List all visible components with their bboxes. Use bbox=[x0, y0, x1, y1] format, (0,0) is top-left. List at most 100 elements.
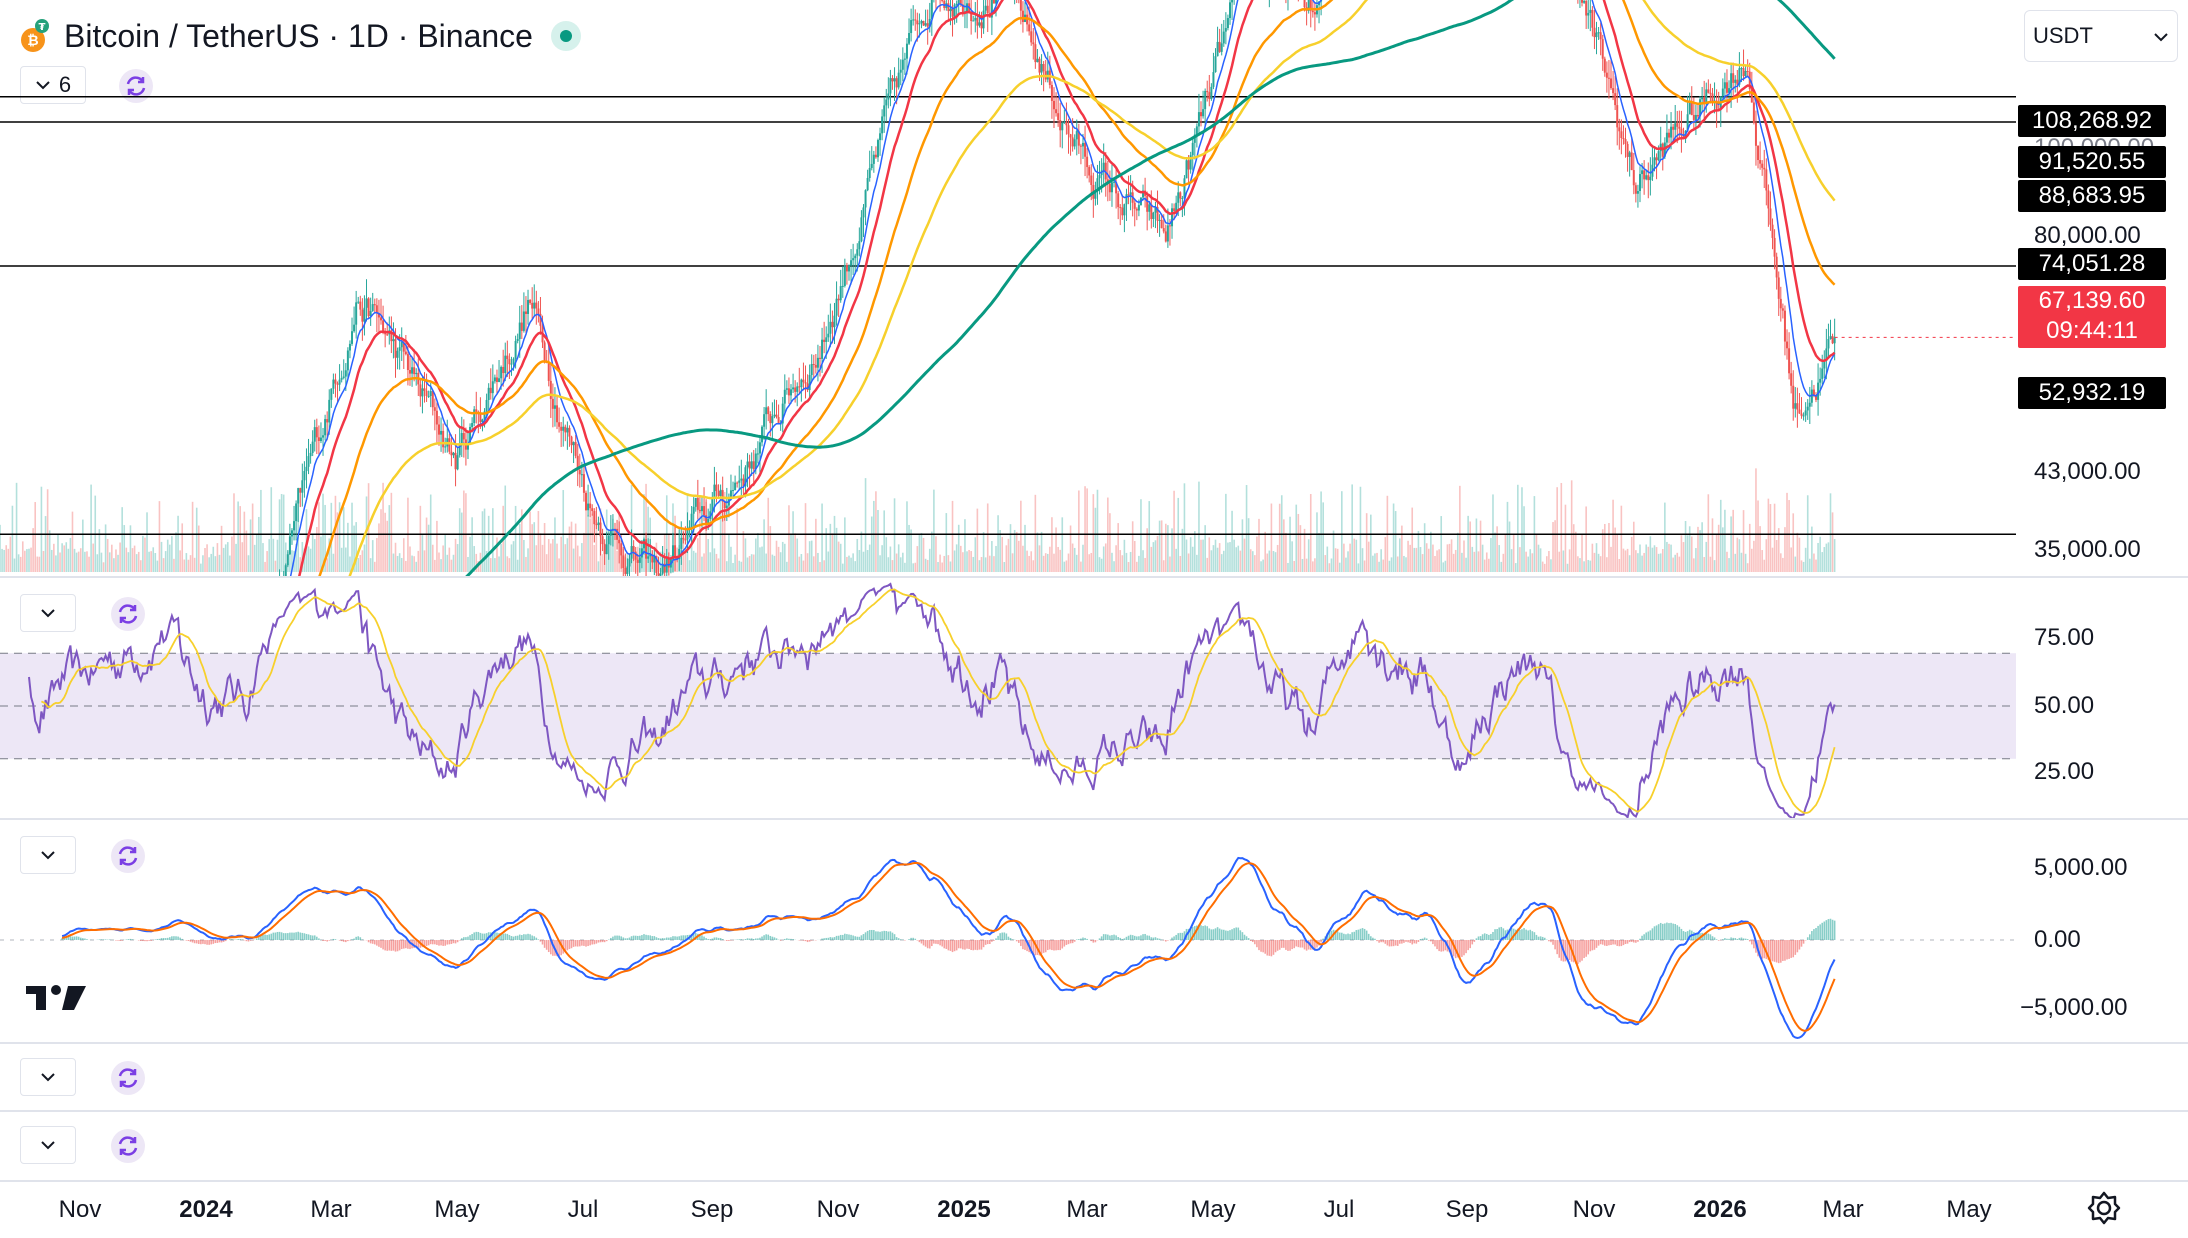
candle-body bbox=[1823, 361, 1825, 368]
indicator-pane[interactable] bbox=[0, 1044, 2188, 1110]
line-price-tag[interactable]: 91,520.55 bbox=[2018, 146, 2166, 178]
macd-histogram-bar bbox=[1084, 938, 1086, 940]
macd-histogram-bar bbox=[471, 934, 473, 940]
candle-body bbox=[792, 387, 794, 389]
volume-bar bbox=[14, 559, 16, 572]
macd-histogram-bar bbox=[761, 937, 763, 940]
sync-icon[interactable] bbox=[108, 594, 148, 634]
macd-histogram-bar bbox=[509, 935, 511, 940]
macd-histogram-bar bbox=[465, 937, 467, 940]
volume-bar bbox=[1093, 494, 1095, 572]
volume-bar bbox=[983, 532, 985, 572]
macd-histogram-bar bbox=[941, 940, 943, 947]
macd-histogram-bar bbox=[1679, 927, 1681, 940]
macd-histogram-bar bbox=[1753, 940, 1755, 948]
volume-bar bbox=[556, 544, 558, 572]
macd-chart[interactable] bbox=[0, 820, 2188, 1042]
candle-body bbox=[434, 407, 436, 411]
macd-histogram-bar bbox=[1474, 940, 1476, 942]
macd-histogram-bar bbox=[1411, 940, 1413, 944]
volume-bar bbox=[894, 498, 896, 572]
line-price-tag[interactable]: 88,683.95 bbox=[2018, 180, 2166, 212]
macd-histogram-bar bbox=[850, 935, 852, 940]
macd-histogram-bar bbox=[701, 935, 703, 940]
gear-icon[interactable] bbox=[2086, 1190, 2122, 1226]
volume-bar bbox=[326, 558, 328, 572]
volume-bar bbox=[1623, 549, 1625, 572]
volume-bar bbox=[1312, 561, 1314, 572]
volume-bar bbox=[908, 525, 910, 572]
volume-bar bbox=[223, 548, 225, 572]
candle-body bbox=[838, 299, 840, 301]
macd-histogram-bar bbox=[875, 931, 877, 940]
volume-bar bbox=[1587, 560, 1589, 572]
indicator-pane[interactable] bbox=[0, 1112, 2188, 1178]
volume-bar bbox=[1403, 556, 1405, 572]
pane-collapse-button[interactable] bbox=[20, 1126, 76, 1164]
rsi-chart[interactable] bbox=[0, 578, 2188, 818]
macd-histogram-bar bbox=[511, 936, 513, 940]
time-axis[interactable]: Nov 2024 Mar May Jul Sep Nov 2025 Mar Ma… bbox=[0, 1180, 2188, 1238]
volume-bar bbox=[235, 544, 237, 572]
candle-body bbox=[1067, 125, 1069, 134]
sync-icon[interactable] bbox=[108, 1126, 148, 1166]
candle-body bbox=[1099, 175, 1101, 178]
candle-body bbox=[1051, 85, 1053, 101]
candle-body bbox=[860, 217, 862, 241]
volume-bar bbox=[1701, 522, 1703, 572]
macd-histogram-bar bbox=[859, 937, 861, 940]
macd-histogram-bar bbox=[1266, 940, 1268, 956]
last-price-tag[interactable]: 67,139.60 09:44:11 bbox=[2018, 286, 2166, 348]
sync-icon[interactable] bbox=[108, 836, 148, 876]
candle-body bbox=[1635, 185, 1637, 193]
macd-histogram-bar bbox=[142, 940, 144, 941]
candle-body bbox=[1827, 339, 1829, 348]
volume-bar bbox=[883, 510, 885, 572]
volume-bar bbox=[927, 560, 929, 572]
volume-bar bbox=[1041, 532, 1043, 572]
price-chart[interactable] bbox=[0, 0, 2188, 576]
line-price-tag[interactable]: 74,051.28 bbox=[2018, 248, 2166, 280]
candle-body bbox=[548, 363, 550, 381]
rsi-pane[interactable]: 75.00 50.00 25.00 bbox=[0, 578, 2188, 818]
sync-icon[interactable] bbox=[108, 1058, 148, 1098]
price-pane[interactable]: 100,000.00 80,000.00 43,000.00 35,000.00… bbox=[0, 0, 2188, 576]
macd-collapse-button[interactable] bbox=[20, 836, 76, 874]
candle-body bbox=[510, 364, 512, 365]
volume-bar bbox=[378, 523, 380, 572]
volume-bar bbox=[492, 508, 494, 572]
volume-bar bbox=[22, 541, 24, 572]
time-tick: 2025 bbox=[937, 1196, 990, 1224]
volume-bar bbox=[1356, 540, 1358, 572]
macd-histogram-bar bbox=[293, 933, 295, 940]
volume-bar bbox=[852, 553, 854, 572]
volume-bar bbox=[1519, 547, 1521, 572]
macd-histogram-bar bbox=[1627, 940, 1629, 944]
volume-bar bbox=[1660, 553, 1662, 572]
volume-bar bbox=[1476, 519, 1478, 572]
candle-body bbox=[504, 356, 506, 373]
macd-pane[interactable]: 5,000.00 0.00 −5,000.00 bbox=[0, 820, 2188, 1042]
macd-histogram-bar bbox=[1413, 940, 1415, 943]
tradingview-logo[interactable] bbox=[24, 980, 88, 1016]
macd-histogram-bar bbox=[894, 934, 896, 940]
candle-body bbox=[686, 529, 688, 539]
volume-bar bbox=[1032, 560, 1034, 572]
volume-bar bbox=[786, 562, 788, 572]
macd-histogram-bar bbox=[1389, 940, 1391, 946]
volume-bar bbox=[577, 546, 579, 572]
candle-body bbox=[1780, 299, 1782, 308]
rsi-collapse-button[interactable] bbox=[20, 594, 76, 632]
candle-body bbox=[889, 78, 891, 93]
volume-bar bbox=[1600, 556, 1602, 572]
volume-bar bbox=[74, 549, 76, 572]
volume-bar bbox=[1144, 558, 1146, 572]
line-price-tag[interactable]: 108,268.92 bbox=[2018, 105, 2166, 137]
pane-collapse-button[interactable] bbox=[20, 1058, 76, 1096]
macd-histogram-bar bbox=[304, 933, 306, 940]
volume-bar bbox=[498, 556, 500, 572]
line-price-tag[interactable]: 52,932.19 bbox=[2018, 377, 2166, 409]
volume-bar bbox=[591, 514, 593, 572]
volume-bar bbox=[598, 561, 600, 572]
macd-histogram-bar bbox=[1142, 934, 1144, 940]
